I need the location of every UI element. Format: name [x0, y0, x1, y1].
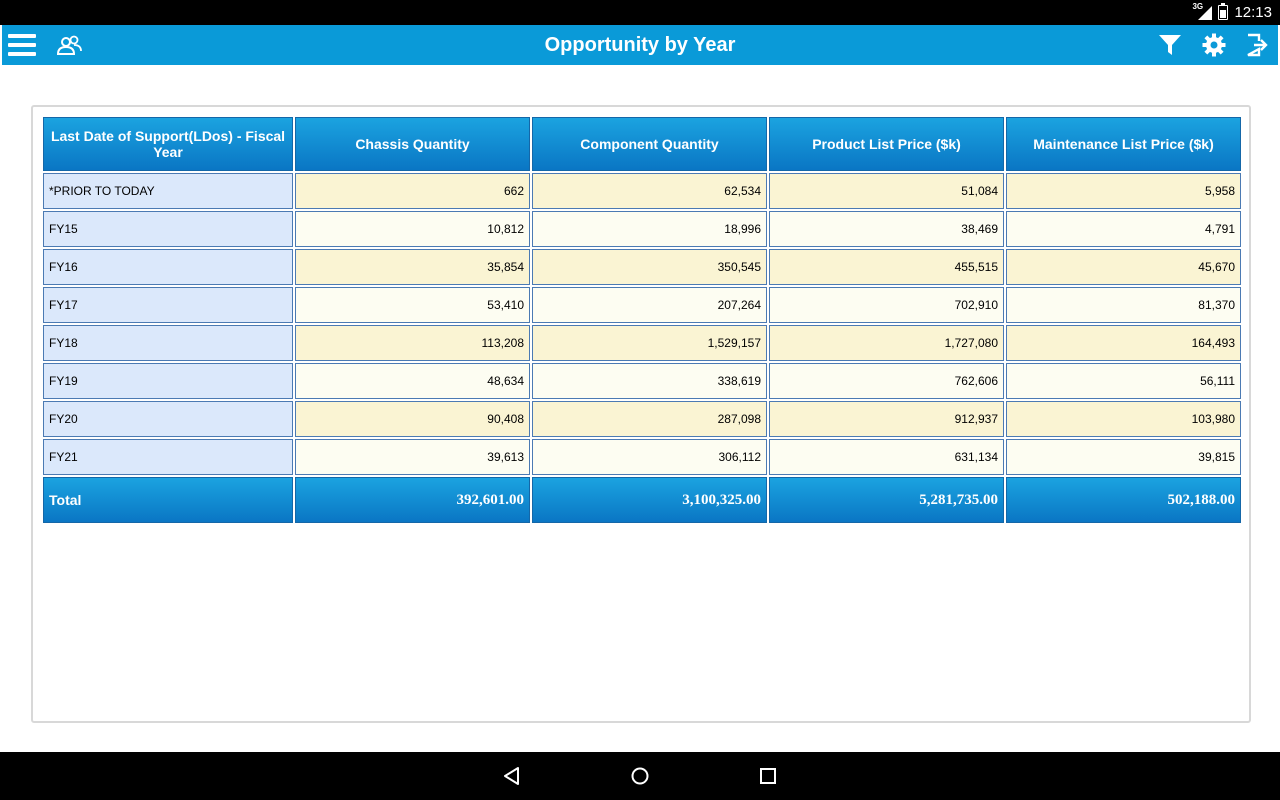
contacts-button[interactable]	[50, 25, 90, 65]
maintenance-list-price-cell: 5,958	[1006, 173, 1241, 209]
status-icons: 3G 12:13	[1192, 0, 1272, 25]
product-list-price-cell: 1,727,080	[769, 325, 1004, 361]
filter-button[interactable]	[1150, 25, 1190, 65]
component-quantity-cell: 62,534	[532, 173, 767, 209]
column-header-maintenance-list-price[interactable]: Maintenance List Price ($k)	[1006, 117, 1241, 171]
total-label: Total	[43, 477, 293, 523]
component-quantity-cell: 207,264	[532, 287, 767, 323]
maintenance-list-price-cell: 56,111	[1006, 363, 1241, 399]
total-row: Total 392,601.00 3,100,325.00 5,281,735.…	[43, 477, 1241, 523]
product-list-price-cell: 51,084	[769, 173, 1004, 209]
row-label: FY15	[43, 211, 293, 247]
table-row[interactable]: FY19 48,634 338,619 762,606 56,111	[43, 363, 1241, 399]
filter-icon	[1159, 35, 1181, 55]
product-list-price-cell: 912,937	[769, 401, 1004, 437]
table-row[interactable]: FY18 113,208 1,529,157 1,727,080 164,493	[43, 325, 1241, 361]
user-group-icon	[57, 35, 82, 55]
row-label: FY20	[43, 401, 293, 437]
column-header-chassis-quantity[interactable]: Chassis Quantity	[295, 117, 530, 171]
table-row[interactable]: FY15 10,812 18,996 38,469 4,791	[43, 211, 1241, 247]
column-header-product-list-price[interactable]: Product List Price ($k)	[769, 117, 1004, 171]
total-chassis-quantity: 392,601.00	[295, 477, 530, 523]
total-product-list-price: 5,281,735.00	[769, 477, 1004, 523]
settings-button[interactable]	[1194, 25, 1234, 65]
column-header-component-quantity[interactable]: Component Quantity	[532, 117, 767, 171]
component-quantity-cell: 338,619	[532, 363, 767, 399]
product-list-price-cell: 631,134	[769, 439, 1004, 475]
opportunity-table: Last Date of Support(LDos) - Fiscal Year…	[41, 115, 1243, 525]
component-quantity-cell: 306,112	[532, 439, 767, 475]
table-row[interactable]: FY16 35,854 350,545 455,515 45,670	[43, 249, 1241, 285]
row-label: FY19	[43, 363, 293, 399]
row-label: *PRIOR TO TODAY	[43, 173, 293, 209]
product-list-price-cell: 702,910	[769, 287, 1004, 323]
maintenance-list-price-cell: 45,670	[1006, 249, 1241, 285]
maintenance-list-price-cell: 81,370	[1006, 287, 1241, 323]
table-row[interactable]: FY20 90,408 287,098 912,937 103,980	[43, 401, 1241, 437]
network-type: 3G	[1192, 1, 1204, 11]
back-button[interactable]	[497, 762, 527, 790]
table-row[interactable]: FY21 39,613 306,112 631,134 39,815	[43, 439, 1241, 475]
page-title: Opportunity by Year	[544, 34, 736, 56]
menu-button[interactable]	[2, 25, 42, 65]
app-bar: Opportunity by Year	[2, 25, 1278, 65]
component-quantity-cell: 1,529,157	[532, 325, 767, 361]
back-icon	[504, 767, 519, 785]
report-panel: Last Date of Support(LDos) - Fiscal Year…	[31, 105, 1251, 723]
row-label: FY16	[43, 249, 293, 285]
total-component-quantity: 3,100,325.00	[532, 477, 767, 523]
recent-apps-icon	[760, 768, 776, 784]
logout-icon	[1247, 33, 1268, 57]
home-button[interactable]	[625, 762, 655, 790]
maintenance-list-price-cell: 39,815	[1006, 439, 1241, 475]
cell-signal-icon: 3G	[1192, 1, 1213, 21]
maintenance-list-price-cell: 164,493	[1006, 325, 1241, 361]
component-quantity-cell: 350,545	[532, 249, 767, 285]
navigation-bar	[0, 752, 1280, 800]
chassis-quantity-cell: 662	[295, 173, 530, 209]
table-row[interactable]: FY17 53,410 207,264 702,910 81,370	[43, 287, 1241, 323]
logout-button[interactable]	[1237, 25, 1277, 65]
product-list-price-cell: 455,515	[769, 249, 1004, 285]
column-header-ldos[interactable]: Last Date of Support(LDos) - Fiscal Year	[43, 117, 293, 171]
chassis-quantity-cell: 90,408	[295, 401, 530, 437]
total-maintenance-list-price: 502,188.00	[1006, 477, 1241, 523]
row-label: FY18	[43, 325, 293, 361]
home-icon	[631, 767, 649, 785]
chassis-quantity-cell: 10,812	[295, 211, 530, 247]
product-list-price-cell: 762,606	[769, 363, 1004, 399]
product-list-price-cell: 38,469	[769, 211, 1004, 247]
maintenance-list-price-cell: 4,791	[1006, 211, 1241, 247]
status-bar: 3G 12:13	[0, 0, 1280, 25]
clock: 12:13	[1234, 4, 1272, 21]
component-quantity-cell: 287,098	[532, 401, 767, 437]
chassis-quantity-cell: 113,208	[295, 325, 530, 361]
chassis-quantity-cell: 48,634	[295, 363, 530, 399]
table-header-row: Last Date of Support(LDos) - Fiscal Year…	[43, 117, 1241, 171]
chassis-quantity-cell: 39,613	[295, 439, 530, 475]
hamburger-menu-icon	[8, 34, 36, 56]
row-label: FY17	[43, 287, 293, 323]
recent-apps-button[interactable]	[753, 762, 783, 790]
table-row[interactable]: *PRIOR TO TODAY 662 62,534 51,084 5,958	[43, 173, 1241, 209]
gear-icon	[1202, 33, 1226, 57]
chassis-quantity-cell: 53,410	[295, 287, 530, 323]
battery-icon	[1218, 3, 1229, 20]
row-label: FY21	[43, 439, 293, 475]
chassis-quantity-cell: 35,854	[295, 249, 530, 285]
maintenance-list-price-cell: 103,980	[1006, 401, 1241, 437]
component-quantity-cell: 18,996	[532, 211, 767, 247]
